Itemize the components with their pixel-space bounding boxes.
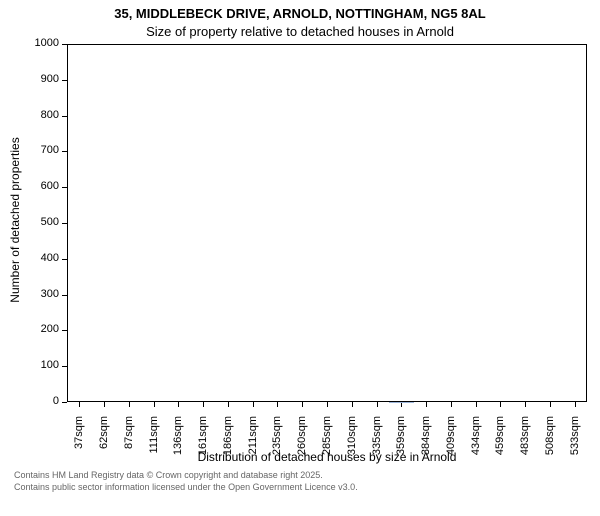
chart-container: 35, MIDDLEBECK DRIVE, ARNOLD, NOTTINGHAM… xyxy=(0,0,600,500)
xtick-mark xyxy=(352,402,353,407)
ytick-label: 0 xyxy=(25,395,59,407)
xtick-mark xyxy=(525,402,526,407)
xtick-label: 186sqm xyxy=(222,416,234,516)
xtick-label: 285sqm xyxy=(321,416,333,516)
ytick-label: 300 xyxy=(25,288,59,300)
xtick-mark xyxy=(327,402,328,407)
xtick-label: 409sqm xyxy=(445,416,457,516)
xtick-mark xyxy=(451,402,452,407)
xtick-mark xyxy=(129,402,130,407)
xtick-label: 37sqm xyxy=(73,416,85,516)
ytick-label: 100 xyxy=(25,359,59,371)
ytick-label: 500 xyxy=(25,216,59,228)
xtick-label: 359sqm xyxy=(395,416,407,516)
xtick-mark xyxy=(253,402,254,407)
ytick-mark xyxy=(62,402,67,403)
xtick-label: 62sqm xyxy=(98,416,110,516)
xtick-label: 310sqm xyxy=(346,416,358,516)
xtick-label: 384sqm xyxy=(420,416,432,516)
chart-title-line1: 35, MIDDLEBECK DRIVE, ARNOLD, NOTTINGHAM… xyxy=(0,6,600,21)
xtick-mark xyxy=(575,402,576,407)
plot-area xyxy=(67,44,587,402)
xtick-mark xyxy=(79,402,80,407)
xtick-label: 211sqm xyxy=(247,416,259,516)
ytick-label: 400 xyxy=(25,252,59,264)
xtick-label: 483sqm xyxy=(519,416,531,516)
xtick-mark xyxy=(203,402,204,407)
xtick-mark xyxy=(277,402,278,407)
xtick-mark xyxy=(154,402,155,407)
xtick-label: 260sqm xyxy=(296,416,308,516)
xtick-label: 235sqm xyxy=(271,416,283,516)
xtick-mark xyxy=(302,402,303,407)
xtick-label: 508sqm xyxy=(544,416,556,516)
xtick-label: 434sqm xyxy=(470,416,482,516)
xtick-label: 459sqm xyxy=(494,416,506,516)
xtick-label: 335sqm xyxy=(371,416,383,516)
ytick-label: 900 xyxy=(25,73,59,85)
ytick-label: 1000 xyxy=(25,37,59,49)
ytick-label: 800 xyxy=(25,109,59,121)
xtick-mark xyxy=(178,402,179,407)
xtick-mark xyxy=(476,402,477,407)
xtick-label: 87sqm xyxy=(123,416,135,516)
xtick-mark xyxy=(228,402,229,407)
chart-title-line2: Size of property relative to detached ho… xyxy=(0,24,600,39)
xtick-label: 136sqm xyxy=(172,416,184,516)
ytick-label: 200 xyxy=(25,323,59,335)
ytick-label: 600 xyxy=(25,180,59,192)
xtick-mark xyxy=(104,402,105,407)
xtick-mark xyxy=(377,402,378,407)
xtick-label: 533sqm xyxy=(569,416,581,516)
xtick-label: 161sqm xyxy=(197,416,209,516)
ytick-label: 700 xyxy=(25,144,59,156)
xtick-mark xyxy=(550,402,551,407)
xtick-label: 111sqm xyxy=(148,416,160,516)
xtick-mark xyxy=(426,402,427,407)
y-axis-label: Number of detached properties xyxy=(8,120,22,320)
xtick-mark xyxy=(500,402,501,407)
